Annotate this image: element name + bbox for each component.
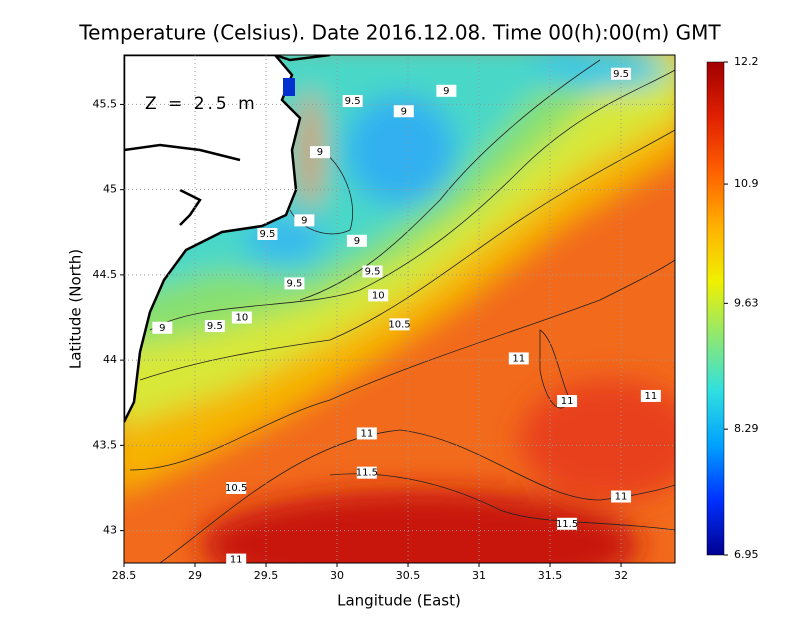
- contour-label-box: [611, 490, 632, 503]
- contour-label-box: [557, 517, 578, 530]
- y-tick-label: 44: [103, 353, 117, 366]
- contour-label-box: [640, 389, 661, 402]
- contour-label-box: [393, 105, 414, 118]
- contour-label: 11: [230, 555, 243, 566]
- contour-label: 9: [401, 106, 407, 117]
- contour-label-box: [557, 395, 578, 408]
- depth-label: Z = 2.5 m: [145, 94, 258, 114]
- contour-label-box: [257, 227, 278, 240]
- title: Temperature (Celsius). Date 2016.12.08. …: [78, 21, 721, 45]
- x-axis-label: Langitude (East): [337, 592, 461, 610]
- contour-label: 10.5: [225, 483, 247, 494]
- contour-label: 9: [159, 323, 165, 334]
- contour-label-box: [231, 311, 252, 324]
- x-tick-label: 31: [472, 569, 486, 582]
- contour-label: 10: [236, 313, 249, 324]
- y-tick-label: 45: [103, 183, 117, 196]
- contour-label-box: [346, 234, 367, 247]
- y-tick-label: 43: [103, 524, 117, 537]
- contour-label: 10: [372, 290, 385, 301]
- plot-frame: [123, 54, 676, 564]
- contour-label-box: [436, 84, 457, 97]
- contour-label-box: [152, 321, 173, 334]
- y-tick-label: 45.5: [93, 97, 118, 110]
- contour-label: 9.5: [259, 229, 275, 240]
- contour-label: 11: [512, 353, 525, 364]
- contour-label-box: [368, 289, 389, 302]
- contour-label: 11: [615, 492, 628, 503]
- contour-label: 11.5: [356, 468, 378, 479]
- colorbar-tick-label: 6.95: [734, 548, 759, 561]
- colorbar-tick-label: 9.63: [734, 296, 759, 309]
- contour-label: 9.5: [286, 278, 302, 289]
- temperature-field: [124, 55, 675, 563]
- contour-label-box: [356, 466, 377, 479]
- x-tick-label: 32: [614, 569, 628, 582]
- colorbar-tick-label: 10.9: [734, 177, 759, 190]
- contour-label-box: [294, 214, 315, 227]
- contour-label: 9: [317, 147, 323, 158]
- x-tick-label: 30.5: [396, 569, 421, 582]
- contour-label: 11.5: [556, 519, 578, 530]
- colorbar: [706, 61, 725, 556]
- x-tick-label: 28.5: [112, 569, 137, 582]
- y-axis-label: Latitude (North): [67, 249, 85, 369]
- contour-label-box: [356, 427, 377, 440]
- x-tick-label: 29: [188, 569, 202, 582]
- x-tick-label: 29.5: [254, 569, 279, 582]
- contour-label-box: [204, 320, 225, 333]
- contour-label-box: [342, 95, 363, 108]
- contour-label-box: [508, 352, 529, 365]
- contour-label-box: [362, 265, 383, 278]
- contour-label-box: [226, 481, 247, 494]
- y-tick-label: 44.5: [93, 268, 118, 281]
- y-tick-label: 43.5: [93, 438, 118, 451]
- contour-label: 9.5: [365, 266, 381, 277]
- contour-label: 10.5: [388, 319, 410, 330]
- contour-label: 9.5: [345, 96, 361, 107]
- contour-label-box: [389, 318, 410, 331]
- x-tick-label: 31.5: [538, 569, 563, 582]
- contour-label: 9.5: [613, 69, 629, 80]
- contour-label: 11: [644, 391, 657, 402]
- colorbar-tick-label: 8.29: [734, 422, 759, 435]
- contour-label-box: [611, 67, 632, 80]
- contour-label: 9: [354, 236, 360, 247]
- colorbar-tick-label: 12.2: [734, 55, 759, 68]
- contour-label-box: [226, 553, 247, 566]
- contour-label-box: [284, 277, 305, 290]
- contour-label: 11: [561, 396, 574, 407]
- contour-label: 11: [360, 428, 373, 439]
- x-tick-label: 30: [330, 569, 344, 582]
- contour-label: 9: [443, 86, 449, 97]
- contour-label: 9.5: [207, 321, 223, 332]
- contour-label: 9: [301, 215, 307, 226]
- contour-label-box: [309, 146, 330, 159]
